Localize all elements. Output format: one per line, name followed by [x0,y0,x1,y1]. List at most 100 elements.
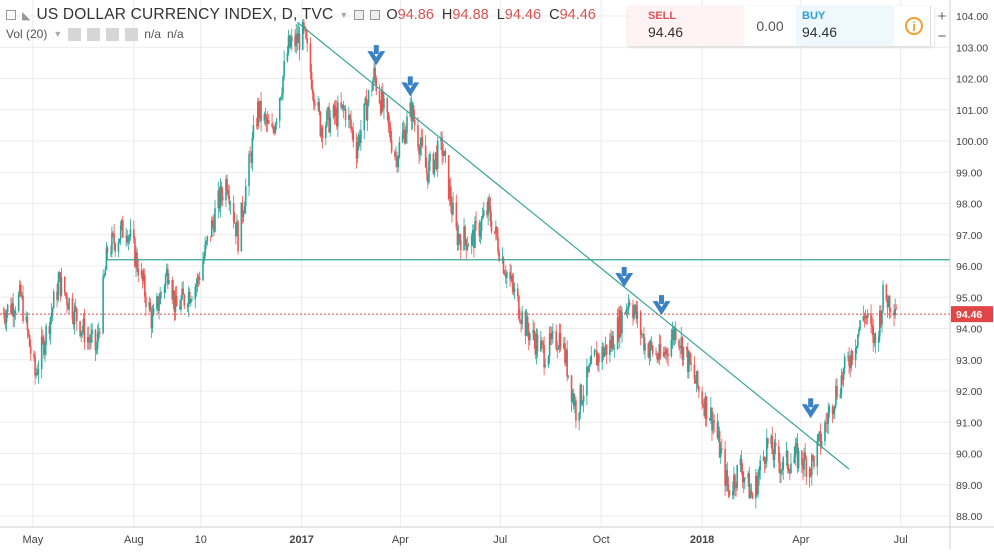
candle [337,95,339,138]
candle [425,157,428,181]
candle [609,333,611,363]
drawings[interactable] [0,21,950,470]
volume-value: n/a [144,27,161,41]
arrow-down-icon [367,45,386,66]
info-button[interactable]: i [894,6,934,46]
settings-icon[interactable] [87,27,101,41]
candle [417,117,419,151]
candle [695,370,698,393]
buy-price: 94.46 [802,24,838,40]
candle [880,305,882,328]
candle [164,272,167,293]
candle [767,437,769,449]
candle [693,356,696,384]
candle [628,298,631,308]
candle [150,306,153,339]
candle [565,347,567,367]
ohlc-open: O94.86 [386,7,434,23]
candle [65,292,67,300]
volume-label[interactable]: Vol (20) [6,27,48,41]
candle [90,323,92,349]
candle [733,466,735,500]
candle [657,352,659,364]
candle [204,236,206,259]
candle [259,100,261,123]
candle [758,466,760,486]
candle [635,300,638,324]
candle [157,295,159,315]
candle [854,339,857,368]
candle [266,110,269,132]
visibility-icon[interactable] [354,10,365,20]
candle [194,283,197,309]
candle [386,96,389,121]
candle [309,37,312,80]
candle [771,426,774,455]
candle [529,332,531,346]
candle [548,326,551,364]
more-icon[interactable] [125,27,139,41]
y-tick-label: 90.00 [956,449,982,461]
candle [665,346,667,360]
candle [716,413,719,440]
candle [2,306,5,315]
add-icon[interactable] [106,27,120,41]
settings-icon[interactable] [370,10,381,20]
candle [134,236,136,269]
candle [95,341,98,355]
candle [859,319,861,331]
candle [251,131,254,172]
candle [696,369,699,390]
zoom-in-button[interactable]: + [937,7,947,25]
sell-button[interactable]: SELL 94.46 [628,6,744,46]
candle [221,187,224,207]
candle [148,296,150,313]
hide-icon[interactable]: ◣ [22,9,31,22]
candle [195,278,198,297]
visibility-icon[interactable] [68,27,82,41]
buy-button[interactable]: BUY 94.46 [796,6,894,46]
trendline[interactable] [296,21,850,470]
candle [203,251,205,265]
candle [735,482,737,497]
candle [181,282,183,301]
candle [818,430,821,442]
candle [882,280,884,314]
collapse-icon[interactable] [6,10,16,20]
candle [502,256,505,275]
candle [21,291,23,300]
candle [33,350,35,362]
candle [205,240,208,250]
candle [52,288,55,309]
symbol-title[interactable]: US DOLLAR CURRENCY INDEX, D, TVC [36,6,334,23]
candle [803,447,805,477]
candle [640,330,643,339]
candle [168,273,170,285]
candle [340,92,342,110]
candles [2,18,898,509]
chevron-down-icon[interactable]: ▼ [53,29,63,39]
candle [578,412,581,431]
candle [749,483,752,499]
candle [564,337,566,367]
candle [317,95,319,112]
candle [319,110,322,138]
candle [620,305,622,337]
candle [521,305,523,330]
candle [398,136,401,160]
sell-label: SELL [648,10,677,22]
candle [275,117,278,130]
candle [558,323,561,353]
candle [534,331,537,360]
chevron-down-icon[interactable]: ▼ [339,10,349,20]
zoom-out-button[interactable]: − [937,27,947,45]
candle [627,294,630,314]
candle [744,477,746,489]
candle [544,358,547,369]
candle [187,286,190,318]
candle [481,207,484,220]
candle [359,129,361,148]
